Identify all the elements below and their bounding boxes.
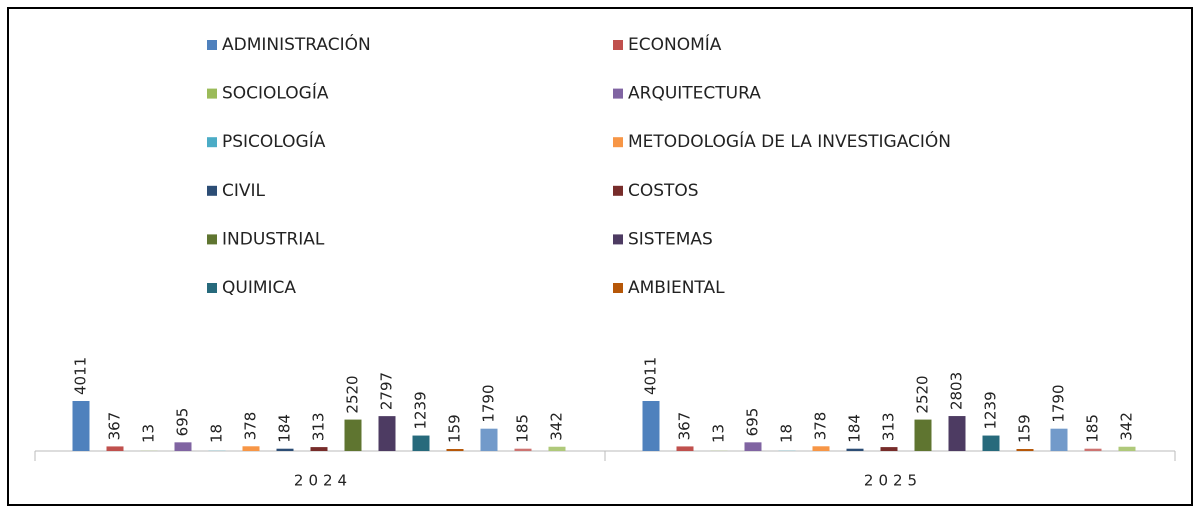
- data-label: 2520: [344, 375, 362, 413]
- data-label: 4011: [72, 357, 90, 395]
- data-label: 1790: [1050, 384, 1068, 422]
- data-label: 1239: [982, 391, 1000, 429]
- bar: [982, 435, 1000, 451]
- bar: [1016, 449, 1034, 451]
- legend-label: ARQUITECTURA: [628, 84, 761, 104]
- bar: [914, 419, 932, 451]
- data-label: 367: [106, 412, 124, 441]
- data-label: 13: [140, 424, 158, 443]
- data-label: 1239: [412, 391, 430, 429]
- bar: [676, 446, 694, 451]
- data-label: 313: [310, 412, 328, 441]
- bar: [642, 401, 660, 451]
- data-label: 695: [174, 408, 192, 437]
- data-label: 184: [276, 414, 294, 443]
- bar: [548, 446, 566, 451]
- data-label: 159: [1016, 414, 1034, 443]
- bar: [1118, 446, 1136, 451]
- data-label: 18: [208, 424, 226, 443]
- legend-label: PSICOLOGÍA: [222, 130, 326, 152]
- bar: [514, 448, 532, 451]
- chart-border: [7, 7, 1193, 506]
- data-label: 2797: [378, 372, 396, 410]
- bar: [744, 442, 762, 451]
- legend-swatch: [613, 185, 623, 196]
- legend-swatch: [207, 283, 217, 293]
- legend-swatch: [613, 88, 623, 99]
- legend-swatch: [207, 88, 217, 99]
- legend-label: ECONOMÍA: [628, 33, 722, 55]
- data-label: 2803: [948, 372, 966, 410]
- bar: [276, 448, 294, 451]
- legend-swatch: [207, 234, 217, 245]
- data-label: 159: [446, 414, 464, 443]
- legend-swatch: [207, 137, 217, 148]
- bar: [948, 416, 966, 451]
- legend-label: INDUSTRIAL: [222, 229, 325, 249]
- data-label: 184: [846, 414, 864, 443]
- data-label: 1790: [480, 384, 498, 422]
- legend-swatch: [207, 40, 217, 50]
- bar: [1084, 448, 1102, 451]
- legend-swatch: [207, 185, 217, 196]
- bar: [310, 447, 328, 451]
- data-label: 2520: [914, 375, 932, 413]
- data-label: 13: [710, 424, 728, 443]
- bar: [106, 446, 124, 451]
- legend-label: QUIMICA: [222, 278, 296, 298]
- bar: [242, 446, 260, 451]
- bar: [480, 428, 498, 451]
- bar: [812, 446, 830, 451]
- data-label: 367: [676, 412, 694, 441]
- data-label: 378: [242, 412, 260, 441]
- bar: [72, 401, 90, 451]
- legend-swatch: [613, 234, 623, 245]
- legend-label: METODOLOGÍA DE LA INVESTIGACIÓN: [628, 130, 951, 152]
- legend-swatch: [613, 40, 623, 50]
- legend-label: AMBIENTAL: [628, 278, 725, 298]
- bar: [174, 442, 192, 451]
- data-label: 4011: [642, 357, 660, 395]
- data-label: 342: [1118, 412, 1136, 441]
- legend-label: COSTOS: [628, 181, 699, 201]
- data-label: 313: [880, 412, 898, 441]
- data-label: 695: [744, 408, 762, 437]
- legend-label: SISTEMAS: [628, 229, 713, 249]
- bar: [846, 448, 864, 451]
- data-label: 18: [778, 424, 796, 443]
- bar: [880, 447, 898, 451]
- bar: [446, 449, 464, 451]
- legend-label: ADMINISTRACIÓN: [222, 33, 371, 55]
- x-tick-label: 2025: [864, 472, 922, 490]
- bar: [344, 419, 362, 451]
- x-tick-label: 2024: [294, 472, 352, 490]
- legend-swatch: [613, 137, 623, 148]
- legend-label: SOCIOLOGÍA: [222, 82, 329, 104]
- data-label: 378: [812, 412, 830, 441]
- bar: [412, 435, 430, 451]
- legend-label: CIVIL: [222, 181, 266, 201]
- bar: [1050, 428, 1068, 451]
- data-label: 185: [514, 414, 532, 443]
- data-label: 185: [1084, 414, 1102, 443]
- data-label: 342: [548, 412, 566, 441]
- bar: [378, 416, 396, 451]
- legend-swatch: [613, 283, 623, 293]
